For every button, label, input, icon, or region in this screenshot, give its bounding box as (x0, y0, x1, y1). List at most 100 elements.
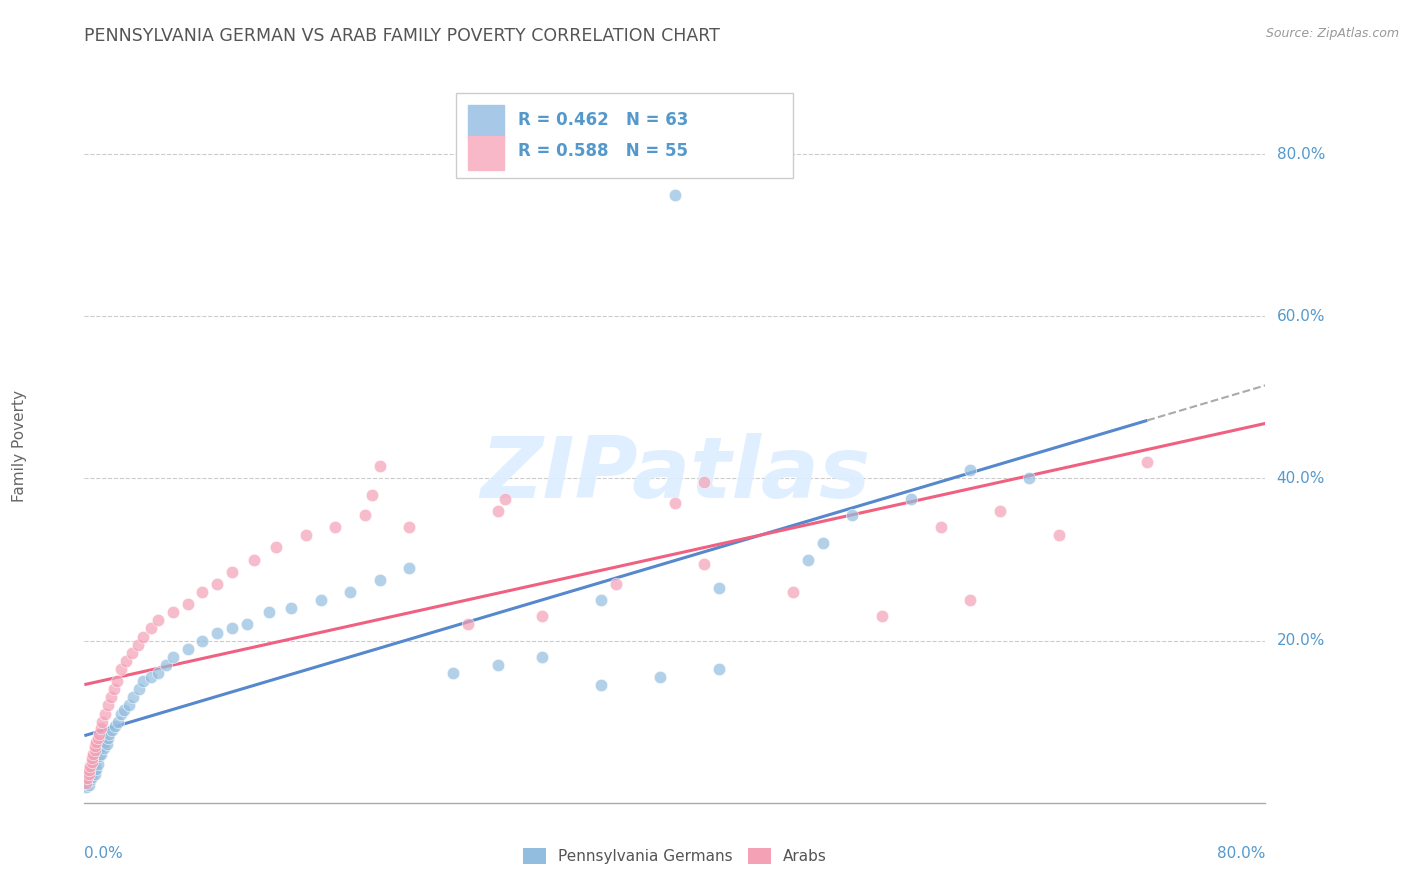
Point (191, 585, 214, 599)
Point (709, 662, 731, 676)
Point (139, 622, 162, 636)
Point (664, 496, 686, 510)
Point (457, 617, 479, 632)
Text: 60.0%: 60.0% (1277, 309, 1324, 324)
Point (486, 657, 509, 672)
Point (83, 756, 105, 770)
Point (87, 727, 111, 741)
Point (82, 759, 104, 773)
Point (90, 747, 112, 761)
Point (530, 649, 553, 664)
Point (1018, 471, 1040, 485)
Point (87, 748, 111, 763)
Point (177, 597, 200, 611)
Text: 40.0%: 40.0% (1277, 471, 1324, 486)
Point (354, 508, 377, 522)
Point (148, 666, 170, 681)
Point (295, 528, 318, 542)
Point (709, 581, 731, 595)
Point (309, 593, 332, 607)
Point (77, 772, 100, 786)
Point (82, 764, 104, 779)
Point (75, 775, 97, 789)
Point (112, 702, 135, 716)
Point (87, 743, 111, 757)
Point (127, 638, 149, 652)
Point (959, 593, 981, 607)
Text: 80.0%: 80.0% (1218, 846, 1265, 861)
Point (591, 593, 613, 607)
Point (441, 666, 464, 681)
Point (122, 690, 145, 705)
Point (91, 739, 114, 753)
Text: 80.0%: 80.0% (1277, 146, 1324, 161)
Point (104, 719, 127, 733)
Point (86, 756, 108, 771)
Point (114, 654, 136, 668)
Point (83, 767, 105, 781)
Point (664, 187, 686, 202)
Point (101, 723, 124, 737)
Point (139, 670, 162, 684)
Point (900, 491, 922, 506)
Point (605, 577, 627, 591)
Point (1047, 528, 1070, 542)
Point (79, 767, 101, 781)
Point (339, 585, 361, 599)
Point (96, 738, 118, 752)
Point (257, 605, 280, 619)
Point (83, 739, 105, 753)
Point (494, 491, 516, 506)
Text: 0.0%: 0.0% (84, 846, 124, 861)
Point (368, 459, 391, 474)
Point (782, 585, 804, 599)
Point (162, 649, 184, 664)
Point (77, 764, 100, 778)
Point (77, 767, 100, 781)
Point (100, 690, 122, 705)
Point (90, 721, 112, 735)
Point (235, 617, 259, 632)
Point (205, 625, 228, 640)
Text: Source: ZipAtlas.com: Source: ZipAtlas.com (1265, 27, 1399, 40)
Point (693, 557, 716, 571)
Text: R = 0.588   N = 55: R = 0.588 N = 55 (517, 143, 688, 161)
Point (929, 520, 952, 534)
Point (648, 670, 672, 684)
Bar (468, 136, 503, 169)
Point (76, 772, 98, 786)
Point (132, 674, 155, 689)
Point (243, 552, 266, 566)
Point (77, 778, 100, 792)
Point (486, 504, 509, 518)
Point (105, 674, 128, 689)
Point (398, 560, 420, 574)
Point (94, 735, 117, 749)
Text: R = 0.462   N = 63: R = 0.462 N = 63 (517, 111, 688, 128)
Point (110, 706, 132, 721)
Point (80, 770, 103, 784)
Point (368, 573, 391, 587)
Point (84, 762, 107, 776)
Point (86, 731, 108, 745)
Point (191, 633, 214, 648)
Text: PENNSYLVANIA GERMAN VS ARAB FAMILY POVERTY CORRELATION CHART: PENNSYLVANIA GERMAN VS ARAB FAMILY POVER… (84, 27, 720, 45)
Point (162, 605, 184, 619)
Text: Family Poverty: Family Poverty (11, 390, 27, 502)
Point (103, 682, 125, 697)
Point (79, 773, 101, 788)
Point (83, 743, 105, 757)
Point (80, 751, 103, 765)
Point (796, 552, 818, 566)
Point (84, 735, 107, 749)
Bar (468, 105, 503, 139)
Point (121, 646, 143, 660)
Point (118, 698, 141, 713)
Legend: Pennsylvania Germans, Arabs: Pennsylvania Germans, Arabs (517, 842, 832, 870)
Point (221, 565, 243, 579)
Point (221, 622, 243, 636)
Point (280, 601, 302, 615)
Point (110, 662, 132, 676)
Point (107, 714, 129, 729)
Point (811, 536, 834, 550)
